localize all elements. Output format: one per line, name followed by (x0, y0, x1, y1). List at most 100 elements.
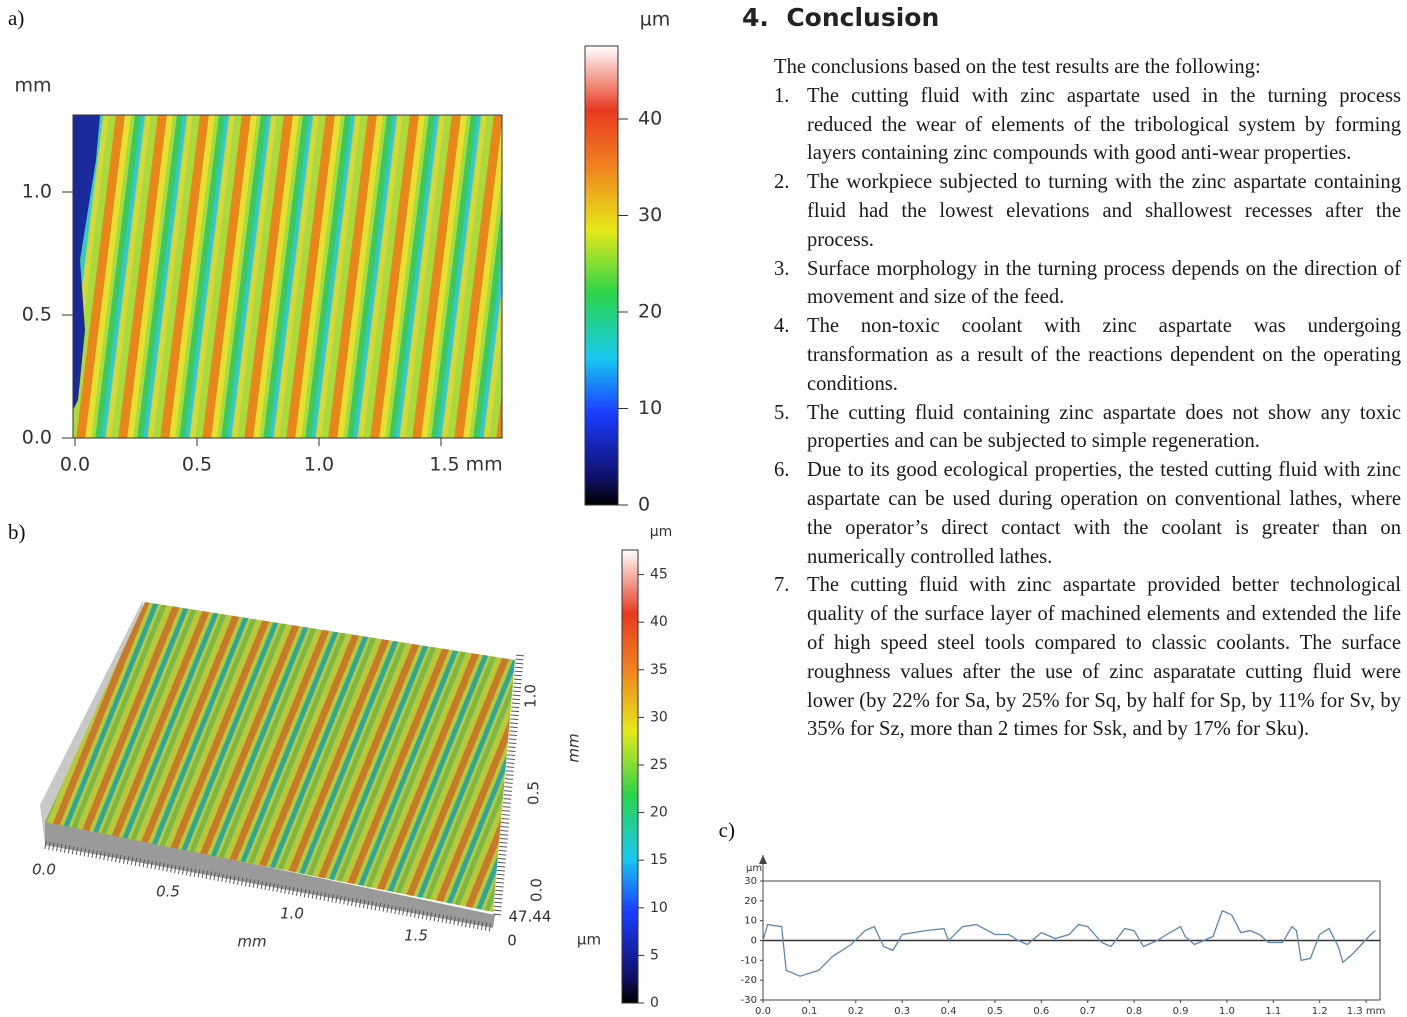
colorbar-tick-label: 10 (638, 397, 662, 419)
y-tick-label: -30 (741, 995, 757, 1006)
section-heading: 4. Conclusion (742, 3, 939, 32)
y-tick-label: 0.5 (22, 304, 52, 326)
list-item: 5. The cutting fluid containing zinc aspa… (774, 399, 1401, 457)
list-item: 6. Due to its good ecological properties,… (774, 456, 1401, 571)
item-text: The cutting fluid containing zinc aspart… (807, 401, 1401, 453)
plot-frame (762, 880, 1381, 1001)
y-tick-label: 20 (744, 896, 757, 907)
unit: µm (650, 524, 673, 540)
y-tick-label: 30 (744, 876, 757, 887)
list-item: 3. Surface morphology in the turning proc… (774, 255, 1401, 313)
x-tick-label: 0.6 (1033, 1006, 1049, 1017)
item-text: The non-toxic coolant with zinc aspartat… (807, 315, 1401, 395)
colorbar (584, 45, 619, 506)
figure-label: b) (8, 520, 26, 544)
list-item: 7. The cutting fluid with zinc aspartate … (774, 571, 1401, 744)
unit: µm (640, 9, 671, 31)
item-text: Due to its good ecological properties, t… (807, 459, 1401, 568)
colorbar-tick-label: 20 (650, 805, 668, 821)
x-tick-label: 1.5 mm (429, 454, 502, 476)
conclusion-text: The conclusions based on the test result… (774, 53, 1401, 744)
list-item: 4. The non-toxic coolant with zinc aspart… (774, 312, 1401, 398)
x-tick-label: 0.5 (182, 454, 212, 476)
height-map (73, 115, 502, 438)
y-tick-label: 0.0 (22, 427, 52, 449)
unit: mm (237, 933, 266, 951)
x-tick-label: 0.3 (894, 1006, 910, 1017)
z-tick-label: 47.44 (509, 908, 552, 926)
x-tick-label: 0.9 (1173, 1006, 1189, 1017)
unit: µm (746, 863, 762, 874)
item-number: 1. (774, 84, 790, 107)
y-tick-label: -20 (741, 975, 757, 986)
x-tick-label: 0.8 (1126, 1006, 1142, 1017)
y-tick-label: -10 (741, 955, 757, 966)
figures: a) µm mm b) µm mm mm µm c) 0.0 0.5 1.0 0.0 0… (8, 6, 735, 1011)
item-number: 6. (774, 459, 790, 482)
colorbar-tick-label: 25 (650, 757, 668, 773)
colorbar-tick-label: 45 (650, 567, 668, 583)
colorbar-tick-label: 10 (650, 900, 668, 916)
unit: mm (14, 75, 51, 97)
x-tick-label: 0.0 (60, 454, 90, 476)
surface-3d (45, 602, 515, 912)
x-tick-label: 0.5 (156, 883, 180, 901)
item-number: 2. (774, 171, 790, 194)
y-tick-label: 1.0 (22, 181, 52, 203)
y-tick-label: 1.0 (522, 684, 540, 708)
colorbar-tick-label: 5 (650, 947, 659, 963)
item-number: 3. (774, 257, 790, 280)
colorbar-tick-label: 0 (650, 995, 659, 1011)
x-tick-label: 1.2 (1312, 1006, 1328, 1017)
section-title: Conclusion (786, 3, 940, 32)
colorbar-tick-label: 35 (650, 662, 668, 678)
x-tick-label: 1.3 mm (1347, 1006, 1386, 1017)
axis-arrow (759, 855, 767, 864)
colorbar-tick-label: 20 (638, 301, 662, 323)
intro: The conclusions based on the test result… (774, 56, 1261, 78)
x-tick-label: 1.0 (304, 454, 334, 476)
unit: mm (565, 733, 583, 762)
colorbar-tick-label: 0 (638, 494, 650, 516)
z-tick-label: 0 (507, 932, 517, 950)
surface-wall (45, 820, 495, 928)
unit: µm (577, 931, 601, 949)
figure-label: a) (8, 6, 24, 30)
figure-label: c) (719, 818, 735, 842)
y-tick-label: 10 (744, 916, 757, 927)
item-text: The cutting fluid with zinc aspartate pr… (807, 574, 1401, 741)
colorbar-tick-label: 30 (638, 204, 662, 226)
plot-frame (72, 114, 503, 439)
list-item: 2. The workpiece subjected to turning wit… (774, 168, 1401, 254)
colorbar-tick-label: 40 (638, 108, 662, 130)
x-tick-label: 0.2 (848, 1006, 864, 1017)
list-item: 1. The cutting fluid with zinc aspartate … (774, 82, 1401, 168)
y-tick-label: 0.0 (528, 878, 546, 902)
item-text: Surface morphology in the turning proces… (807, 257, 1401, 309)
x-tick-label: 0.7 (1080, 1006, 1096, 1017)
colorbar-tick-label: 30 (650, 709, 668, 725)
x-tick-label: 1.0 (280, 905, 304, 923)
colorbar-tick-label: 40 (650, 614, 668, 630)
x-tick-label: 0.5 (987, 1006, 1003, 1017)
x-tick-label: 1.0 (1219, 1006, 1235, 1017)
colorbar (621, 549, 639, 1004)
item-number: 5. (774, 401, 790, 424)
section-number: 4. (742, 3, 769, 32)
colorbar-tick-label: 15 (650, 852, 668, 868)
x-tick-label: 1.5 (404, 927, 428, 945)
profile-line (762, 909, 1376, 977)
item-text: The workpiece subjected to turning with … (807, 171, 1401, 251)
x-tick-label: 1.1 (1265, 1006, 1281, 1017)
y-tick-label: 0 (751, 936, 757, 947)
item-number: 7. (774, 574, 790, 597)
y-tick-label: 0.5 (525, 781, 543, 805)
item-number: 4. (774, 315, 790, 338)
x-tick-label: 0.1 (801, 1006, 817, 1017)
item-text: The cutting fluid with zinc aspartate us… (807, 84, 1401, 165)
height-map-dark (73, 115, 100, 410)
x-tick-label: 0.4 (941, 1006, 957, 1017)
x-tick-label: 0.0 (755, 1006, 771, 1017)
x-tick-label: 0.0 (32, 861, 56, 879)
